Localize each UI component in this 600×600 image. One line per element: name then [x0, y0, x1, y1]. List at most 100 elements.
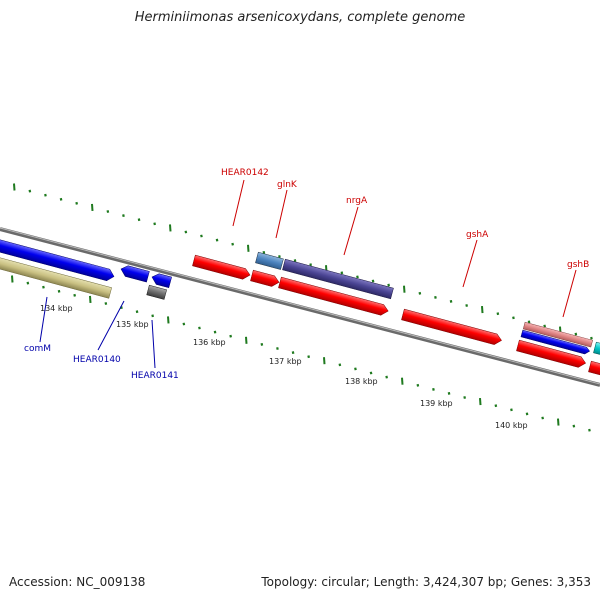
outer-tick	[434, 295, 437, 299]
inner-tick	[541, 416, 544, 420]
tick-row-outer	[13, 183, 593, 340]
outer-tick	[449, 299, 453, 303]
genome-backbone	[0, 227, 600, 387]
gene-cyan-edge[interactable]	[593, 341, 600, 357]
topology-text: Topology: circular; Length: 3,424,307 bp…	[261, 575, 591, 589]
inner-tick	[588, 428, 591, 432]
inner-tick	[416, 383, 420, 387]
outer-tick	[387, 283, 390, 287]
inner-tick	[323, 357, 326, 365]
outer-tick	[200, 234, 203, 238]
outer-tick	[169, 224, 172, 232]
outer-tick	[231, 242, 234, 246]
gene-steel[interactable]	[255, 251, 284, 270]
inner-tick	[369, 371, 373, 375]
scale-label-137: 137 kbp	[269, 357, 302, 366]
outer-tick	[137, 218, 141, 222]
scale-label-138: 138 kbp	[345, 377, 378, 386]
inner-tick	[494, 404, 498, 408]
outer-tick	[247, 244, 250, 252]
outer-tick	[153, 222, 156, 226]
inner-tick	[135, 310, 139, 314]
inner-tick	[11, 275, 14, 283]
outer-tick	[512, 316, 515, 320]
gene-label-nrga[interactable]: nrgA	[346, 196, 368, 206]
gene-olive-long[interactable]	[0, 256, 112, 299]
outer-tick	[527, 320, 531, 324]
inner-tick	[463, 396, 466, 399]
inner-tick	[182, 322, 186, 326]
outer-tick	[309, 263, 312, 267]
outer-tick	[418, 291, 422, 295]
outer-tick	[44, 193, 47, 197]
inner-tick	[401, 377, 404, 385]
outer-tick	[278, 255, 281, 258]
tick-row-inner	[11, 275, 591, 432]
scale-label-139: 139 kbp	[420, 399, 453, 408]
gene-gshA[interactable]	[401, 308, 502, 346]
outer-tick	[184, 230, 188, 234]
gene-gshB-pink[interactable]	[522, 321, 593, 348]
scale-label-140: 140 kbp	[495, 421, 528, 430]
label-leaders	[39, 179, 577, 369]
inner-tick	[479, 398, 482, 406]
gene-label-comm[interactable]: comM	[24, 344, 51, 354]
outer-tick	[590, 336, 593, 340]
gene-label-gsha[interactable]: gshA	[466, 230, 489, 240]
inner-tick	[260, 342, 264, 346]
outer-tick	[262, 250, 266, 254]
outer-tick	[59, 197, 63, 201]
gene-hear0142[interactable]	[192, 254, 251, 281]
gene-label-hear0141[interactable]: HEAR0141	[131, 371, 179, 381]
inner-tick	[229, 334, 232, 338]
gene-label-gshb[interactable]: gshB	[567, 260, 589, 270]
outer-tick	[106, 210, 110, 213]
inner-tick	[276, 347, 279, 350]
scale-label-135: 135 kbp	[116, 320, 149, 329]
inner-tick	[245, 336, 248, 344]
gene-label-hear0140[interactable]: HEAR0140	[73, 355, 121, 365]
inner-tick	[447, 391, 451, 395]
outer-tick	[356, 275, 359, 279]
gene-gshB-blue[interactable]	[520, 329, 590, 355]
inner-tick	[73, 293, 76, 297]
outer-tick	[465, 304, 468, 307]
outer-tick	[481, 306, 484, 314]
outer-tick	[293, 259, 297, 263]
gene-red-edge[interactable]	[588, 360, 600, 376]
outer-tick	[496, 312, 500, 316]
scale-label-134: 134 kbp	[40, 304, 73, 313]
gene-hear0141[interactable]	[150, 272, 172, 289]
inner-tick	[89, 295, 92, 303]
gene-blue-long[interactable]	[0, 237, 116, 282]
outer-tick	[75, 201, 78, 205]
gene-nrgA[interactable]	[278, 276, 389, 317]
genome-title: Herminiimonas arsenicoxydans, complete g…	[134, 10, 466, 25]
inner-tick	[432, 387, 435, 391]
gene-nrgA-purple[interactable]	[282, 258, 394, 300]
gene-glnK[interactable]	[250, 269, 280, 288]
outer-tick	[543, 324, 546, 328]
inner-tick	[151, 314, 154, 318]
accession-text: Accession: NC_009138	[9, 575, 146, 589]
outer-tick	[215, 238, 219, 242]
gene-gshB[interactable]	[516, 339, 586, 369]
gene-label-hear0142[interactable]: HEAR0142	[221, 168, 269, 178]
gene-track	[0, 237, 600, 376]
gene-label-glnk[interactable]: glnK	[277, 180, 298, 190]
inner-tick	[557, 418, 560, 426]
inner-tick	[572, 424, 576, 428]
inner-tick	[338, 363, 342, 367]
gene-hear0140[interactable]	[119, 264, 150, 283]
inner-tick	[510, 408, 513, 412]
outer-tick	[403, 285, 406, 293]
gene-gray-small[interactable]	[146, 284, 167, 300]
scale-label-136: 136 kbp	[193, 338, 226, 347]
inner-tick	[57, 289, 61, 293]
outer-tick	[122, 214, 125, 218]
inner-tick	[525, 412, 529, 416]
inner-tick	[42, 285, 45, 289]
inner-tick	[385, 375, 388, 379]
outer-tick	[574, 332, 578, 336]
